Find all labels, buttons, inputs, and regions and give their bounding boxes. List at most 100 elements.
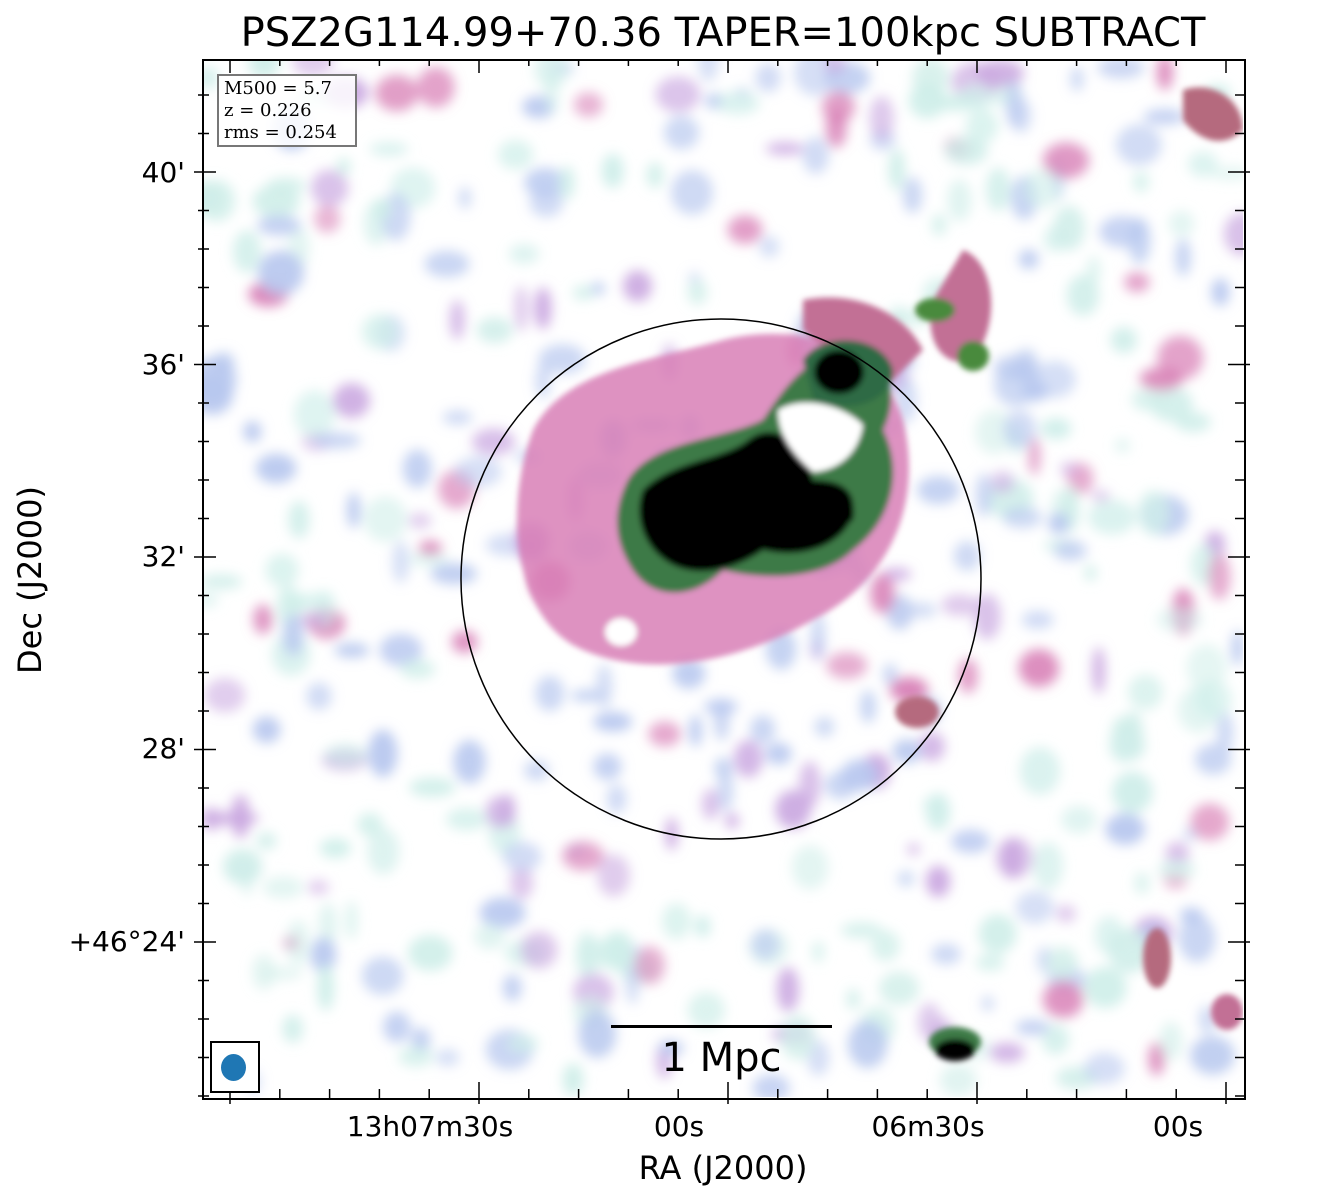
- noise-blob: [1178, 914, 1216, 963]
- noise-blob: [538, 344, 586, 374]
- info-box: M500 = 5.7 z = 0.226 rms = 0.254: [217, 74, 357, 147]
- noise-blob: [357, 812, 383, 837]
- radio-image[interactable]: [203, 60, 1243, 1097]
- noise-blob: [810, 612, 826, 658]
- noise-blob: [1116, 124, 1162, 166]
- noise-blob: [993, 363, 1038, 407]
- noise-blob: [502, 974, 522, 1002]
- noise-blob: [399, 659, 436, 679]
- noise-blob: [1159, 1021, 1183, 1061]
- redshift-text: z = 0.226: [224, 100, 312, 121]
- noise-blob: [203, 592, 219, 608]
- noise-blob: [1046, 946, 1079, 980]
- noise-blob: [562, 841, 604, 871]
- noise-blob: [981, 996, 994, 1011]
- noise-blob: [363, 496, 407, 542]
- noise-blob: [1054, 540, 1087, 561]
- noise-blob: [510, 866, 534, 900]
- noise-blob: [694, 915, 711, 938]
- noise-blob: [570, 689, 604, 702]
- noise-blob: [430, 563, 478, 585]
- noise-blob: [976, 60, 1024, 87]
- noise-blob: [476, 317, 513, 344]
- noise-blob: [975, 473, 992, 518]
- noise-blob: [593, 753, 622, 781]
- y-tick-label: +46°24': [68, 925, 185, 958]
- noise-blob: [1124, 272, 1150, 293]
- noise-blob: [1148, 1042, 1165, 1076]
- noise-blob: [514, 285, 528, 332]
- noise-blob: [975, 409, 1015, 455]
- noise-blob: [670, 170, 714, 215]
- noise-blob: [1110, 326, 1138, 354]
- noise-blob: [203, 180, 224, 215]
- noise-blob: [716, 91, 760, 115]
- noise-blob: [1070, 66, 1084, 92]
- noise-blob: [959, 84, 994, 111]
- noise-blob: [941, 594, 978, 616]
- noise-blob: [1156, 60, 1173, 91]
- noise-blob: [1231, 630, 1243, 666]
- noise-blob: [658, 1040, 684, 1056]
- noise-blob: [1061, 805, 1097, 834]
- noise-blob: [313, 205, 341, 233]
- noise-blob: [1128, 674, 1163, 710]
- noise-blob: [453, 456, 502, 488]
- noise-blob: [282, 614, 304, 656]
- noise-blob: [951, 829, 991, 854]
- noise-blob: [424, 250, 470, 278]
- noise-blob: [373, 197, 391, 220]
- noise-blob: [266, 177, 306, 194]
- noise-blob: [562, 1063, 584, 1097]
- noise-blob: [752, 1074, 790, 1097]
- noise-blob: [286, 919, 310, 967]
- noise-blob: [253, 604, 273, 635]
- noise-blob: [985, 167, 1011, 212]
- noise-blob: [416, 67, 455, 108]
- noise-blob: [661, 903, 691, 940]
- noise-blob: [446, 808, 488, 831]
- noise-blob: [990, 470, 1015, 494]
- noise-blob: [701, 788, 720, 820]
- noise-blob: [368, 729, 398, 778]
- noise-blob: [1005, 80, 1024, 128]
- beam-box: [210, 1041, 260, 1093]
- noise-blob: [204, 678, 246, 713]
- noise-blob: [958, 658, 978, 694]
- noise-blob: [733, 739, 763, 778]
- noise-blob: [1223, 212, 1243, 256]
- noise-blob: [1028, 436, 1041, 476]
- noise-blobs: [203, 60, 1243, 1097]
- noise-blob: [648, 721, 682, 747]
- noise-blob: [1092, 646, 1106, 695]
- noise-blob: [523, 760, 550, 781]
- noise-blob: [257, 250, 304, 296]
- noise-blob: [916, 475, 960, 505]
- noise-blob: [375, 74, 419, 112]
- r500-circle: [460, 318, 982, 840]
- noise-blob: [534, 287, 552, 330]
- noise-blob: [1059, 462, 1079, 476]
- noise-blob: [894, 376, 917, 423]
- noise-blob: [965, 109, 999, 143]
- noise-blob: [1134, 872, 1150, 895]
- noise-blob: [361, 956, 404, 996]
- noise-blob: [1002, 506, 1043, 529]
- noise-blob: [870, 573, 895, 614]
- m500-text: M500 = 5.7: [224, 78, 332, 99]
- noise-blob: [317, 964, 335, 1011]
- noise-blob: [203, 574, 243, 590]
- noise-blob: [1042, 980, 1084, 1019]
- noise-blob: [408, 512, 432, 529]
- noise-blob: [812, 941, 825, 963]
- noise-blob: [765, 142, 805, 156]
- noise-blob: [1066, 274, 1100, 316]
- beam-ellipse: [221, 1054, 246, 1081]
- noise-blob: [907, 843, 920, 856]
- noise-blob: [558, 165, 575, 200]
- noise-blob: [1175, 412, 1211, 433]
- noise-blob: [1208, 553, 1231, 601]
- noise-blob: [1053, 205, 1085, 251]
- noise-blob: [1042, 1024, 1070, 1055]
- noise-blob: [931, 943, 962, 965]
